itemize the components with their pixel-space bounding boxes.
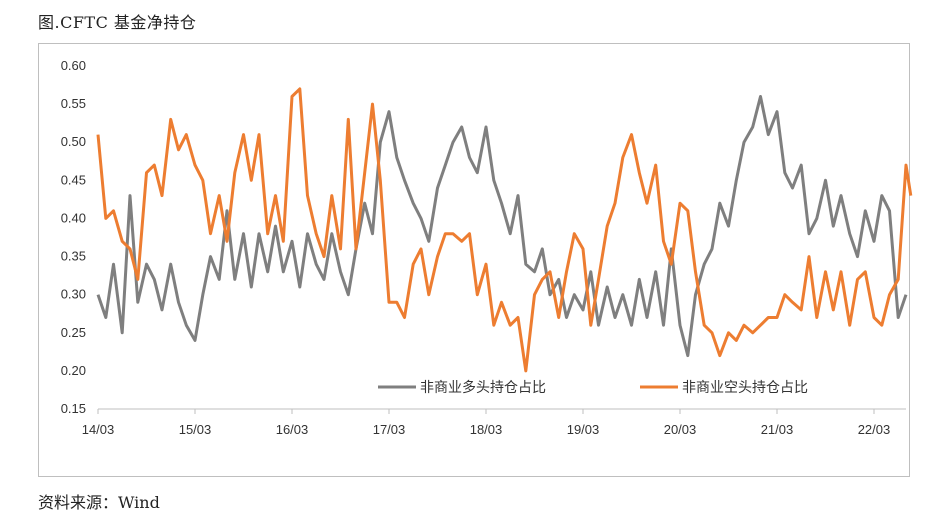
x-tick-label: 22/03 (858, 422, 891, 437)
y-tick-label: 0.55 (61, 96, 86, 111)
y-tick-label: 0.60 (61, 58, 86, 73)
y-tick-label: 0.45 (61, 172, 86, 187)
y-tick-label: 0.25 (61, 325, 86, 340)
y-tick-label: 0.15 (61, 401, 86, 416)
x-tick-label: 14/03 (82, 422, 115, 437)
x-tick-label: 15/03 (179, 422, 212, 437)
legend-label: 非商业多头持仓占比 (420, 379, 546, 396)
x-tick-label: 16/03 (276, 422, 309, 437)
y-tick-label: 0.35 (61, 249, 86, 264)
y-axis: 0.15 0.20 0.25 0.30 0.35 0.40 0.45 0.50 0.55 0.60 (61, 58, 86, 416)
series-line-long (96, 95, 908, 358)
y-tick-label: 0.20 (61, 363, 86, 378)
source-note: 资料来源：Wind (38, 493, 160, 512)
x-tick-label: 21/03 (761, 422, 794, 437)
legend: 非商业多头持仓占比 非商业空头持仓占比 (378, 379, 808, 396)
y-tick-label: 0.30 (61, 287, 86, 302)
figure-title: 图.CFTC 基金净持仓 (38, 13, 197, 32)
series-line-short (96, 87, 913, 373)
y-tick-label: 0.50 (61, 134, 86, 149)
x-tick-label: 20/03 (664, 422, 697, 437)
x-tick-label: 18/03 (470, 422, 503, 437)
x-tick-label: 19/03 (567, 422, 600, 437)
x-axis: 14/03 15/03 16/03 17/03 18/03 19/03 20/03 21/03… (82, 408, 906, 437)
y-tick-label: 0.40 (61, 210, 86, 225)
chart-frame (38, 43, 910, 477)
legend-label: 非商业空头持仓占比 (682, 380, 808, 396)
x-tick-label: 17/03 (373, 422, 406, 437)
series-lines (96, 87, 913, 373)
